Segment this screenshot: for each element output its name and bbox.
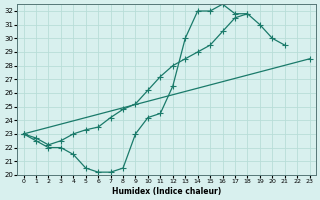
X-axis label: Humidex (Indice chaleur): Humidex (Indice chaleur) — [112, 187, 221, 196]
